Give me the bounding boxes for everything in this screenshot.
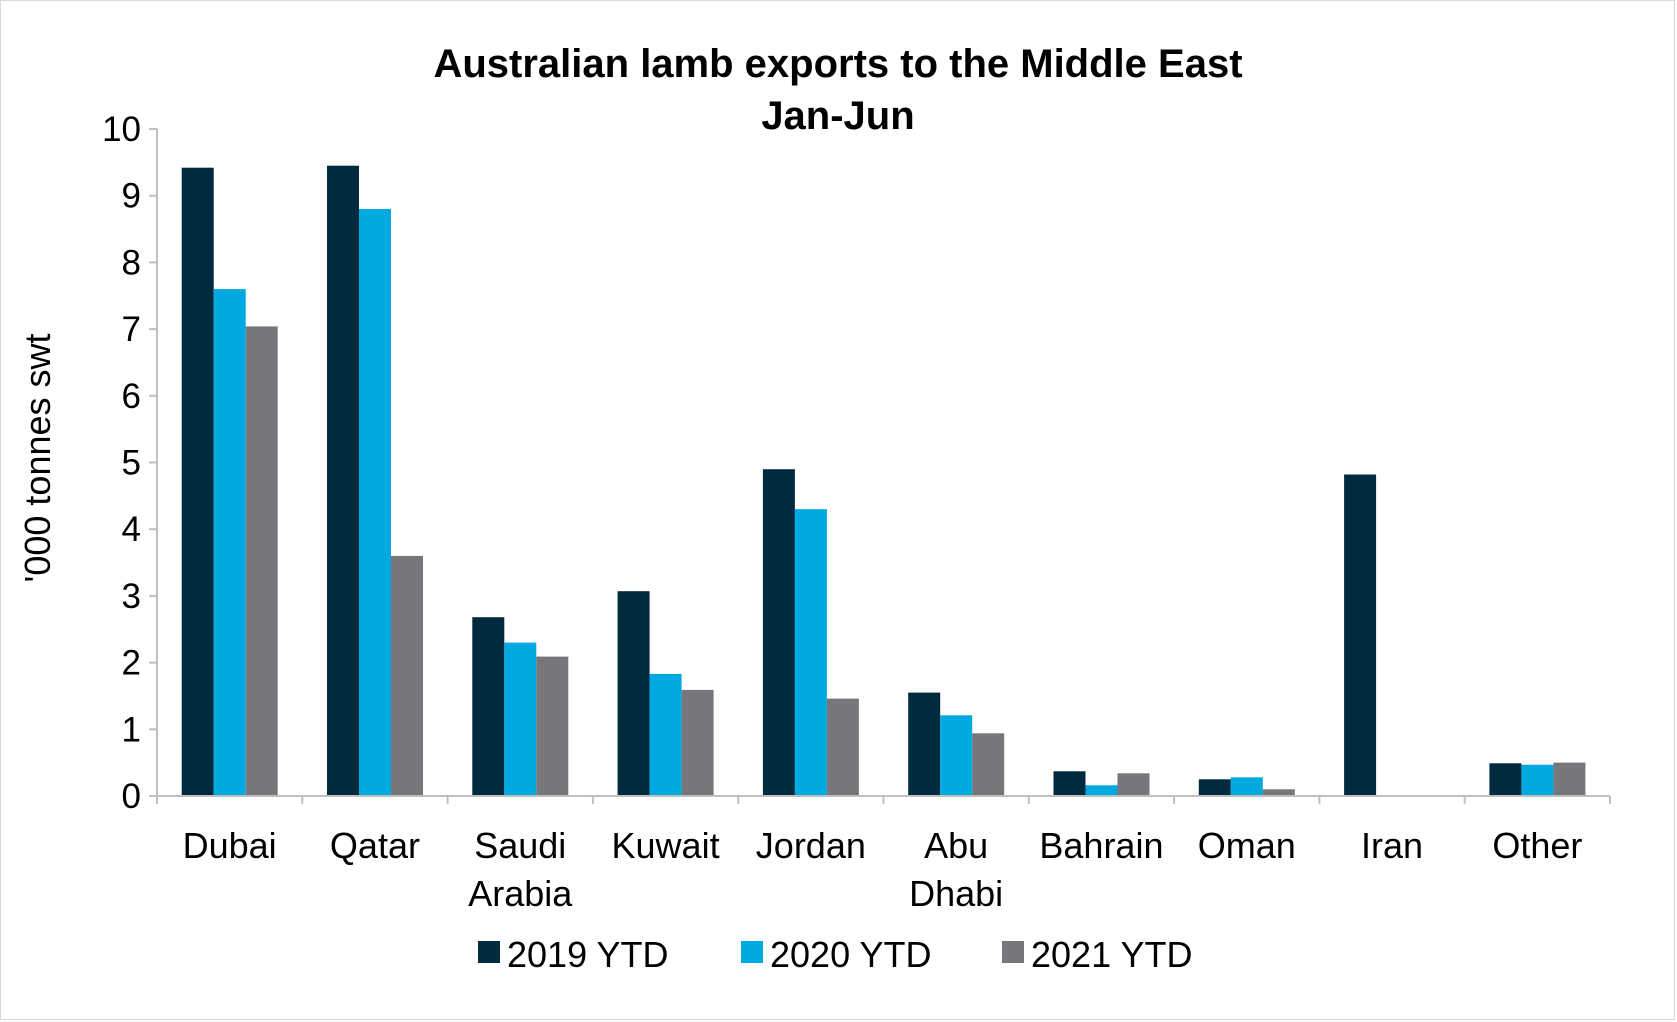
bar-jordan-2020-ytd — [794, 509, 827, 796]
bar-saudi-arabia-2020-ytd — [504, 642, 537, 796]
bar-oman-2021-ytd — [1262, 789, 1295, 796]
bar-bahrain-2019-ytd — [1053, 771, 1086, 796]
bars-group — [181, 165, 1586, 796]
bar-dubai-2019-ytd — [181, 167, 214, 796]
bar-abu-dhabi-2021-ytd — [972, 733, 1005, 796]
y-tick-label: 1 — [122, 710, 141, 749]
bar-qatar-2019-ytd — [327, 165, 359, 796]
x-category-label: Bahrain — [1039, 825, 1163, 866]
bar-oman-2020-ytd — [1230, 777, 1263, 796]
x-category-label: Other — [1492, 825, 1582, 866]
y-tick-label: 2 — [122, 644, 141, 683]
bar-qatar-2020-ytd — [359, 209, 391, 796]
x-category-label: Qatar — [330, 825, 420, 866]
bar-abu-dhabi-2019-ytd — [908, 692, 941, 796]
legend-label: 2019 YTD — [507, 934, 668, 975]
x-category-label: Oman — [1198, 825, 1296, 866]
bar-kuwait-2020-ytd — [649, 673, 682, 796]
bar-other-2019-ytd — [1489, 763, 1522, 796]
chart-title: Australian lamb exports to the Middle Ea… — [433, 42, 1242, 86]
y-axis-label: '000 tonnes swt — [17, 333, 58, 582]
y-tick-label: 5 — [122, 444, 141, 483]
bar-jordan-2021-ytd — [826, 698, 859, 796]
y-tick-label: 0 — [122, 777, 141, 816]
bar-jordan-2019-ytd — [762, 469, 795, 796]
bar-qatar-2021-ytd — [391, 555, 423, 796]
bar-iran-2019-ytd — [1344, 474, 1377, 796]
legend-swatch — [1002, 941, 1024, 963]
legend-swatch — [741, 941, 763, 963]
x-category-label: Jordan — [756, 825, 866, 866]
x-category-label: Saudi — [474, 825, 566, 866]
x-category-label: Abu — [924, 825, 988, 866]
x-labels-group: Dubai Qatar Saudi Arabia Kuwait Jordan Abu Dhab… — [183, 825, 1583, 914]
y-tick-label: 6 — [122, 377, 141, 416]
bar-saudi-arabia-2019-ytd — [472, 617, 505, 796]
bar-abu-dhabi-2020-ytd — [940, 715, 973, 796]
bar-other-2020-ytd — [1521, 764, 1554, 796]
y-tick-label: 8 — [122, 243, 141, 282]
bar-other-2021-ytd — [1553, 762, 1586, 796]
y-tick-label: 10 — [102, 110, 141, 149]
bar-bahrain-2020-ytd — [1085, 785, 1118, 796]
x-category-label: Arabia — [468, 873, 573, 914]
y-tick-label: 9 — [122, 177, 141, 216]
chart-subtitle: Jan-Jun — [761, 94, 914, 138]
bar-bahrain-2021-ytd — [1117, 773, 1150, 796]
bar-oman-2019-ytd — [1198, 779, 1231, 796]
y-tick-label: 7 — [122, 310, 141, 349]
y-tick-label: 3 — [122, 577, 141, 616]
bar-saudi-arabia-2021-ytd — [536, 656, 569, 796]
bar-dubai-2021-ytd — [245, 326, 278, 796]
y-ticks-group: 0 1 2 3 4 5 6 7 8 9 10 — [102, 110, 157, 816]
legend-swatch — [478, 941, 500, 963]
x-category-label: Dhabi — [909, 873, 1003, 914]
legend-label: 2020 YTD — [770, 934, 931, 975]
bar-kuwait-2019-ytd — [617, 591, 650, 796]
x-category-label: Dubai — [183, 825, 277, 866]
bar-kuwait-2021-ytd — [681, 689, 714, 796]
bar-dubai-2020-ytd — [213, 289, 246, 796]
legend: 2019 YTD 2020 YTD 2021 YTD — [478, 934, 1192, 975]
x-category-label: Kuwait — [612, 825, 720, 866]
y-tick-label: 4 — [122, 510, 141, 549]
x-category-label: Iran — [1361, 825, 1423, 866]
legend-label: 2021 YTD — [1031, 934, 1192, 975]
